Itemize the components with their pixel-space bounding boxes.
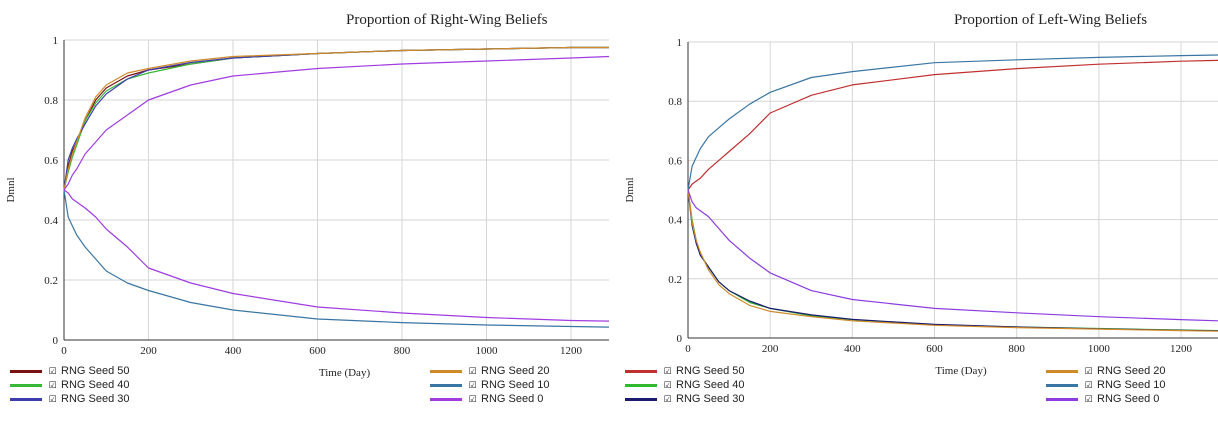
x-tick-label: 1000: [1088, 343, 1111, 355]
legend-label: RNG Seed 10: [1097, 379, 1166, 391]
legend-checkbox-icon[interactable]: ☑: [1084, 379, 1093, 390]
legend-label: RNG Seed 40: [676, 379, 745, 391]
series-line: [63, 46, 609, 191]
legend-checkbox-icon[interactable]: ☑: [48, 379, 57, 390]
y-tick-label: 0.8: [44, 95, 58, 107]
x-tick-label: 200: [762, 343, 779, 355]
legend-swatch: [10, 397, 42, 401]
gridlines: [63, 39, 609, 341]
legend-item[interactable]: ☑ RNG Seed 50: [625, 364, 744, 378]
series-line: [63, 189, 610, 322]
y-tick-label: 0.4: [44, 215, 58, 227]
y-tick-label: 0: [677, 333, 683, 345]
x-tick-label: 1200: [1170, 343, 1193, 355]
legend-swatch: [625, 397, 657, 401]
y-tick-label: 0: [53, 335, 59, 347]
x-tick-label: 400: [225, 345, 242, 357]
chart-title: Proportion of Left-Wing Beliefs: [954, 12, 1148, 28]
y-tick-label: 0.8: [668, 96, 682, 108]
x-axis-label: Time (Day): [935, 365, 987, 377]
legend-item[interactable]: ☑ RNG Seed 20: [430, 364, 549, 378]
legend-swatch: [1046, 369, 1078, 373]
y-tick-label: 0.6: [44, 155, 58, 167]
legend-item[interactable]: ☑ RNG Seed 30: [10, 392, 129, 406]
x-tick-label: 800: [394, 345, 411, 357]
left-wing-plot: 0 200 400 600 800 1000 1200 0 0.2 0.4 0.6 0.8 1 Time …: [624, 37, 1218, 377]
y-axis-label: Dmnl: [5, 177, 17, 202]
x-tick-label: 0: [61, 345, 67, 357]
legend-checkbox-icon[interactable]: ☑: [663, 379, 672, 390]
legend-item[interactable]: ☑ RNG Seed 0: [1046, 392, 1159, 406]
legend-item[interactable]: ☑ RNG Seed 10: [1046, 378, 1165, 392]
legend-item[interactable]: ☑ RNG Seed 20: [1046, 364, 1165, 378]
series-line: [687, 54, 1218, 191]
legend-item[interactable]: ☑ RNG Seed 50: [10, 364, 129, 378]
legend-swatch: [625, 369, 657, 373]
chart-title: Proportion of Right-Wing Beliefs: [346, 12, 548, 28]
series-line: [63, 55, 610, 191]
right-wing-chart-panel: Proportion of Right-Wing Beliefs 0 200 400…: [5, 12, 610, 406]
legend-item[interactable]: ☑ RNG Seed 0: [430, 392, 543, 406]
legend-checkbox-icon[interactable]: ☑: [48, 365, 57, 376]
legend-label: RNG Seed 50: [676, 365, 745, 377]
legend-swatch: [10, 383, 42, 387]
legend-label: RNG Seed 0: [1097, 393, 1160, 405]
series-line: [63, 189, 610, 328]
legend-checkbox-icon[interactable]: ☑: [48, 393, 57, 404]
series-line: [687, 189, 1218, 332]
legend-label: RNG Seed 30: [61, 393, 130, 405]
legend-swatch: [430, 369, 462, 373]
legend-swatch: [430, 397, 462, 401]
y-tick-label: 0.6: [668, 155, 682, 167]
left-wing-chart-panel: Proportion of Left-Wing Beliefs 0 200 400 6…: [609, 0, 1218, 445]
legend-label: RNG Seed 0: [481, 393, 544, 405]
legend-label: RNG Seed 30: [676, 393, 745, 405]
legend-label: RNG Seed 50: [61, 365, 130, 377]
legend-item[interactable]: ☑ RNG Seed 40: [625, 378, 744, 392]
legend-swatch: [1046, 383, 1078, 387]
x-tick-label: 200: [140, 345, 157, 357]
legend-checkbox-icon[interactable]: ☑: [663, 393, 672, 404]
legend-swatch: [10, 369, 42, 373]
legend-label: RNG Seed 40: [61, 379, 130, 391]
legend-checkbox-icon[interactable]: ☑: [468, 393, 477, 404]
legend-checkbox-icon[interactable]: ☑: [468, 379, 477, 390]
series-line: [687, 59, 1218, 191]
y-tick-label: 0.2: [668, 274, 682, 286]
legend-checkbox-icon[interactable]: ☑: [663, 365, 672, 376]
legend-item[interactable]: ☑ RNG Seed 30: [625, 392, 744, 406]
series-line: [687, 189, 1218, 322]
x-tick-label: 0: [685, 343, 691, 355]
legend-checkbox-icon[interactable]: ☑: [1084, 365, 1093, 376]
legend-label: RNG Seed 20: [1097, 365, 1166, 377]
x-tick-label: 600: [309, 345, 326, 357]
legend-label: RNG Seed 20: [481, 365, 550, 377]
x-tick-label: 1200: [560, 345, 583, 357]
y-tick-label: 1: [53, 35, 59, 47]
x-tick-label: 1000: [475, 345, 498, 357]
legend-swatch: [430, 383, 462, 387]
legend-swatch: [625, 383, 657, 387]
right-wing-plot: 0 200 400 600 800 1000 1200 0 0.2 0.4 0.6 0.8 1 Time …: [5, 35, 610, 379]
y-tick-label: 0.2: [44, 275, 58, 287]
legend-label: RNG Seed 10: [481, 379, 550, 391]
x-tick-label: 400: [844, 343, 861, 355]
y-axis-label: Dmnl: [624, 177, 636, 202]
x-axis-label: Time (Day): [319, 367, 371, 379]
legend-swatch: [1046, 397, 1078, 401]
legend-item[interactable]: ☑ RNG Seed 10: [430, 378, 549, 392]
y-tick-label: 1: [677, 37, 683, 49]
legend-item[interactable]: ☑ RNG Seed 40: [10, 378, 129, 392]
legend-checkbox-icon[interactable]: ☑: [1084, 393, 1093, 404]
y-tick-label: 0.4: [668, 215, 682, 227]
gridlines: [687, 41, 1218, 339]
x-tick-label: 600: [926, 343, 943, 355]
x-tick-label: 800: [1008, 343, 1025, 355]
legend-checkbox-icon[interactable]: ☑: [468, 365, 477, 376]
